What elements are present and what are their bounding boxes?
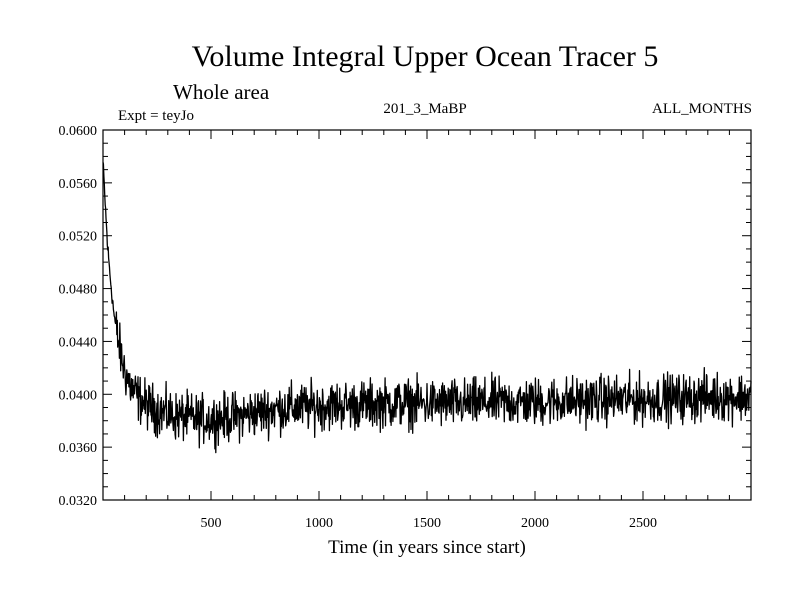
y-axis: 0.0320 0.0360 0.0400 0.0440 0.0480 0.0520 0.05… — [59, 124, 751, 509]
y-tick-label: 0.0360 — [59, 441, 98, 456]
plot-area: 500 1000 1500 2000 2500 0.03200.03600.04000.… — [59, 124, 752, 531]
plot-frame — [102, 129, 752, 501]
months-label: ALL_MONTHS — [652, 101, 752, 117]
expt-label: Expt = teyJo — [118, 108, 194, 124]
y-tick-label: 0.0600 — [59, 124, 98, 139]
y-tick-label: 0.0560 — [59, 177, 98, 192]
y-tick-label: 0.0320 — [59, 494, 98, 509]
chart-title: Volume Integral Upper Ocean Tracer 5 — [192, 40, 659, 73]
x-axis-label: Time (in years since start) — [328, 537, 526, 558]
x-tick-label: 1000 — [305, 516, 333, 531]
series-line — [102, 162, 752, 454]
x-tick-label: 2000 — [521, 516, 549, 531]
y-tick-label: 0.0440 — [59, 335, 98, 350]
x-tick-label: 500 — [201, 516, 222, 531]
x-tick-label: 2500 — [629, 516, 657, 531]
chart-subtitle: Whole area — [173, 80, 270, 104]
y-tick-label: 0.0520 — [59, 230, 98, 245]
run-label: 201_3_MaBP — [383, 101, 466, 117]
x-tick-label: 1500 — [413, 516, 441, 531]
x-axis: 500 1000 1500 2000 2500 — [124, 130, 730, 531]
y-tick-label: 0.0480 — [59, 283, 98, 298]
y-tick-label: 0.0400 — [59, 388, 98, 403]
